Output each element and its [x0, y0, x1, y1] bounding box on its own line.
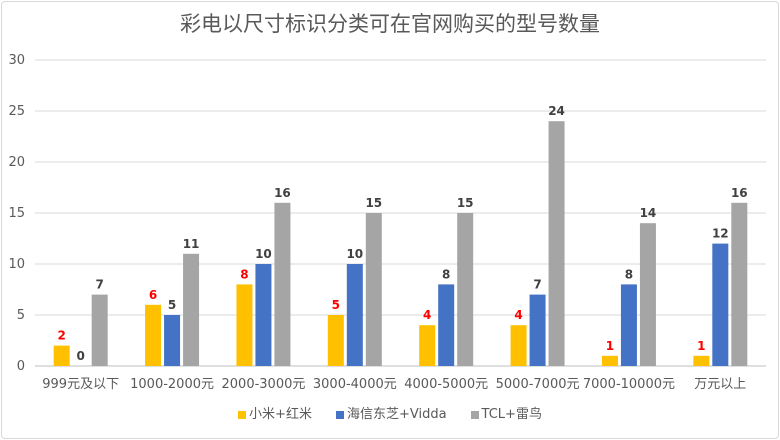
bar	[145, 304, 162, 366]
data-label: 15	[457, 196, 474, 210]
legend-swatch	[470, 410, 479, 419]
bar	[620, 284, 637, 366]
bar	[327, 315, 344, 366]
data-label: 1	[697, 339, 705, 353]
data-label: 14	[640, 206, 657, 220]
y-tick-label: 5	[17, 308, 25, 323]
bar	[365, 213, 382, 366]
bar	[731, 202, 748, 366]
x-tick-label: 2000-3000元	[222, 377, 306, 392]
data-label: 12	[712, 227, 729, 241]
data-label: 6	[149, 288, 157, 302]
bar	[529, 294, 546, 366]
x-tick-label: 万元以上	[694, 377, 746, 392]
bar	[91, 294, 108, 366]
x-tick-label: 4000-5000元	[404, 377, 488, 392]
bar	[236, 284, 253, 366]
data-label: 15	[365, 196, 382, 210]
bar	[639, 223, 656, 366]
bar	[255, 264, 272, 366]
data-label: 5	[332, 298, 340, 312]
legend-swatch	[335, 410, 344, 419]
data-label: 16	[274, 186, 291, 200]
legend-item: TCL+雷鸟	[470, 403, 542, 422]
bar	[164, 315, 181, 366]
legend-label: 小米+红米	[249, 407, 312, 422]
data-label: 24	[548, 104, 565, 118]
bar	[183, 253, 200, 366]
bar	[693, 355, 710, 366]
y-tick-label: 25	[8, 104, 25, 119]
data-label: 10	[255, 247, 272, 261]
data-label: 16	[731, 186, 748, 200]
x-tick-label: 5000-7000元	[496, 377, 580, 392]
legend-label: 海信东芝+Vidda	[346, 407, 447, 422]
data-label: 8	[240, 267, 248, 281]
data-label: 8	[625, 267, 633, 281]
bar	[510, 325, 527, 366]
legend-swatch	[238, 410, 247, 419]
x-tick-label: 1000-2000元	[130, 377, 214, 392]
data-label: 4	[514, 308, 522, 322]
data-label: 7	[96, 278, 104, 292]
data-label: 11	[183, 237, 200, 251]
legend-item: 小米+红米	[238, 403, 312, 422]
legend-item: 海信东芝+Vidda	[335, 403, 447, 422]
bar	[346, 264, 363, 366]
y-tick-label: 15	[8, 206, 25, 221]
x-tick-label: 999元及以下	[42, 377, 119, 392]
bar	[601, 355, 618, 366]
chart-title: 彩电以尺寸标识分类可在官网购买的型号数量	[180, 12, 600, 36]
bar	[712, 243, 729, 366]
x-tick-label: 3000-4000元	[313, 377, 397, 392]
bar	[457, 213, 474, 366]
bar	[419, 325, 436, 366]
data-label: 2	[58, 329, 66, 343]
data-label: 8	[442, 267, 450, 281]
bar	[438, 284, 455, 366]
data-label: 5	[168, 298, 176, 312]
legend-label: TCL+雷鸟	[481, 407, 542, 422]
x-tick-label: 7000-10000元	[583, 377, 675, 392]
y-tick-label: 10	[8, 257, 25, 272]
y-tick-label: 20	[8, 155, 25, 170]
y-tick-label: 30	[8, 53, 25, 68]
data-label: 10	[346, 247, 363, 261]
bar	[548, 121, 565, 366]
data-label: 7	[533, 278, 541, 292]
data-label: 4	[423, 308, 431, 322]
bar	[53, 345, 70, 366]
y-tick-label: 0	[17, 359, 25, 374]
data-label: 1	[606, 339, 614, 353]
legend: 小米+红米 海信东芝+Vidda TCL+雷鸟	[0, 403, 780, 422]
data-label: 0	[77, 349, 85, 363]
bar	[274, 202, 291, 366]
